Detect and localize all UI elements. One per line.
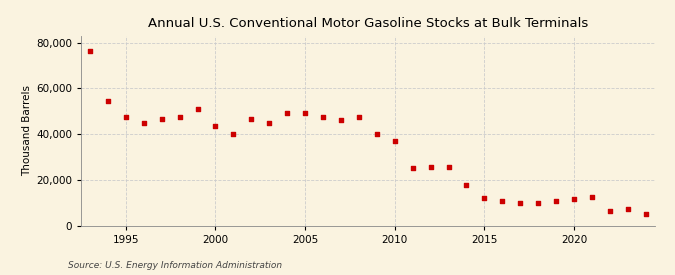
Text: Source: U.S. Energy Information Administration: Source: U.S. Energy Information Administ… [68, 260, 281, 270]
Point [371, 132, 382, 136]
Point [300, 111, 310, 116]
Point [192, 107, 203, 111]
Point [264, 120, 275, 125]
Point [605, 208, 616, 213]
Point [533, 200, 543, 205]
Point [318, 115, 329, 119]
Point [622, 207, 633, 212]
Point [389, 139, 400, 143]
Point [120, 115, 131, 119]
Point [210, 124, 221, 128]
Point [443, 165, 454, 169]
Title: Annual U.S. Conventional Motor Gasoline Stocks at Bulk Terminals: Annual U.S. Conventional Motor Gasoline … [148, 17, 588, 31]
Point [587, 195, 597, 199]
Point [407, 166, 418, 170]
Point [354, 115, 364, 119]
Point [281, 111, 292, 116]
Point [157, 117, 167, 121]
Point [174, 115, 185, 119]
Point [103, 99, 113, 103]
Point [515, 200, 526, 205]
Point [479, 196, 490, 200]
Point [246, 117, 256, 121]
Point [641, 212, 651, 216]
Point [497, 199, 508, 204]
Point [138, 120, 149, 125]
Point [84, 48, 95, 53]
Point [228, 132, 239, 136]
Point [335, 118, 346, 123]
Point [425, 165, 436, 169]
Y-axis label: Thousand Barrels: Thousand Barrels [22, 85, 32, 176]
Point [461, 183, 472, 188]
Point [568, 197, 579, 201]
Point [551, 199, 562, 204]
